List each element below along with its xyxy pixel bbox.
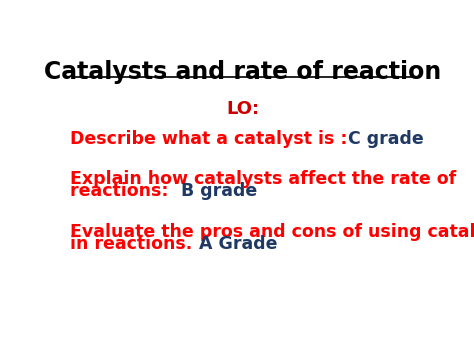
Text: Explain how catalysts affect the rate of: Explain how catalysts affect the rate of <box>70 170 456 188</box>
Text: Describe what a catalyst is :: Describe what a catalyst is : <box>70 130 348 148</box>
Text: LO:: LO: <box>227 100 259 118</box>
Text: Evaluate the pros and cons of using catalyst: Evaluate the pros and cons of using cata… <box>70 223 474 241</box>
Text: C grade: C grade <box>348 130 424 148</box>
Text: in reactions.: in reactions. <box>70 235 199 253</box>
Text: B grade: B grade <box>181 182 257 200</box>
Text: Catalysts and rate of reaction: Catalysts and rate of reaction <box>44 60 442 84</box>
Text: A Grade: A Grade <box>199 235 277 253</box>
Text: reactions:: reactions: <box>70 182 181 200</box>
